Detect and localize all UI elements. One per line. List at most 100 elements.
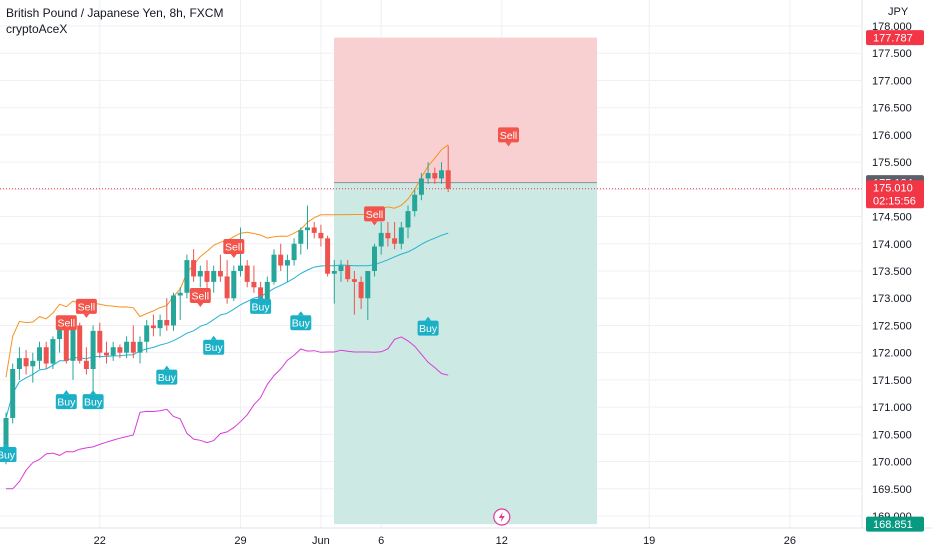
bullish-candle[interactable] [291, 238, 297, 266]
target-price-tag[interactable]: 168.851 [866, 516, 924, 532]
signal-box [55, 394, 77, 410]
bearish-candle[interactable] [432, 167, 438, 184]
bullish-candle[interactable] [284, 254, 290, 282]
candle-body [338, 265, 344, 271]
bearish-candle[interactable] [385, 222, 391, 247]
bearish-candle[interactable] [191, 249, 197, 282]
bullish-candle[interactable] [177, 287, 183, 320]
bearish-candle[interactable] [217, 254, 223, 282]
bearish-candle[interactable] [224, 260, 230, 304]
take-profit-zone[interactable] [334, 182, 597, 525]
bullish-candle[interactable] [171, 292, 176, 331]
bearish-candle[interactable] [117, 344, 123, 359]
bearish-candle[interactable] [311, 222, 317, 239]
bullish-candle[interactable] [184, 254, 190, 299]
bullish-candle[interactable] [418, 173, 424, 201]
signal-pointer [505, 142, 512, 147]
bullish-candle[interactable] [298, 227, 304, 255]
bearish-candle[interactable] [445, 145, 451, 193]
bearish-candle[interactable] [351, 271, 357, 315]
bullish-candle[interactable] [37, 341, 42, 369]
bullish-candle[interactable] [378, 222, 384, 255]
candle-body [97, 330, 103, 353]
bullish-candle[interactable] [30, 352, 36, 383]
time-axis-panel[interactable] [0, 528, 932, 550]
bearish-candle[interactable] [77, 322, 83, 364]
risk-reward-zones[interactable] [0, 37, 862, 525]
bearish-candle[interactable] [392, 222, 398, 250]
candle-body [164, 320, 170, 326]
candle-body [311, 227, 317, 233]
buy-signal[interactable]: Buy [82, 390, 104, 410]
bullish-candle[interactable] [405, 205, 411, 239]
stop-price-tag[interactable]: 177.787 [866, 30, 924, 46]
buy-signal[interactable]: Buy [417, 316, 439, 336]
bullish-candle[interactable] [144, 320, 150, 353]
sell-signal[interactable]: Sell [55, 315, 77, 335]
bullish-candle[interactable] [372, 243, 377, 277]
signal-box [189, 288, 211, 303]
bearish-candle[interactable] [150, 314, 156, 337]
bearish-candle[interactable] [23, 349, 29, 375]
price-axis-panel[interactable] [862, 0, 932, 550]
bullish-candle[interactable] [425, 162, 431, 184]
bullish-candle[interactable] [365, 271, 371, 320]
stop-loss-zone[interactable] [334, 37, 597, 183]
signal-pointer [197, 303, 204, 307]
bearish-candle[interactable] [325, 235, 331, 277]
bullish-candle[interactable] [110, 341, 116, 361]
bullish-candle[interactable] [338, 260, 344, 282]
bearish-candle[interactable] [251, 265, 257, 293]
sell-signal[interactable]: Sell [189, 288, 211, 307]
bearish-candle[interactable] [345, 260, 351, 282]
buy-signal[interactable]: Buy [250, 294, 272, 314]
bullish-candle[interactable] [439, 162, 444, 184]
buy-signal[interactable]: Buy [290, 311, 312, 331]
bullish-candle[interactable] [412, 189, 418, 217]
bullish-candle[interactable] [197, 265, 203, 288]
buy-signal[interactable]: Buy [203, 335, 225, 355]
bullish-candle[interactable] [231, 265, 237, 301]
bearish-candle[interactable] [164, 298, 170, 331]
bullish-candle[interactable] [211, 265, 217, 293]
flash-icon[interactable] [493, 508, 511, 526]
bullish-candle[interactable] [271, 249, 277, 285]
sell-signal[interactable]: Sell [498, 127, 519, 147]
sell-signal[interactable]: Sell [364, 206, 385, 226]
bearish-candle[interactable] [318, 224, 324, 247]
bearish-candle[interactable] [104, 341, 109, 364]
bullish-candle[interactable] [90, 325, 96, 402]
buy-signal[interactable]: Buy [0, 442, 17, 462]
bullish-candle[interactable] [124, 336, 130, 359]
bearish-candle[interactable] [358, 276, 364, 310]
candle-body [244, 265, 250, 282]
bullish-candle[interactable] [10, 363, 16, 424]
candles[interactable] [3, 145, 451, 465]
bearish-candle[interactable] [97, 322, 103, 359]
signal-box [55, 315, 77, 331]
bullish-candle[interactable] [137, 336, 143, 364]
bearish-candle[interactable] [83, 347, 89, 375]
bearish-candle[interactable] [278, 243, 284, 271]
bullish-candle[interactable] [50, 336, 56, 369]
bullish-candle[interactable] [305, 205, 310, 250]
sell-signal[interactable]: Sell [75, 298, 97, 318]
bearish-candle[interactable] [130, 325, 136, 359]
sell-signal[interactable]: Sell [223, 239, 245, 258]
bearish-candle[interactable] [43, 341, 49, 369]
bullish-candle[interactable] [157, 314, 163, 337]
candle-body [70, 325, 76, 361]
bearish-candle[interactable] [244, 260, 250, 288]
signal-box [75, 298, 97, 314]
candle-body [144, 325, 150, 342]
bullish-candle[interactable] [331, 260, 337, 304]
buy-signal[interactable]: Buy [156, 365, 178, 385]
bullish-candle[interactable] [16, 347, 22, 380]
buy-signal[interactable]: Buy [55, 390, 77, 410]
bullish-candle[interactable] [398, 222, 404, 250]
price-tick-label: 169.500 [872, 484, 912, 496]
